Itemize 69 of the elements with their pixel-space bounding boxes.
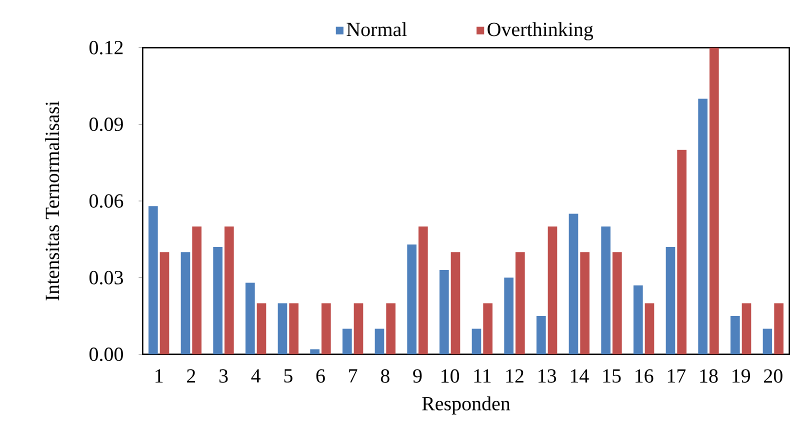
x-tick-label: 7	[349, 369, 358, 382]
bar	[698, 98, 708, 354]
bar	[224, 226, 234, 354]
legend-label: Overthinking	[488, 22, 594, 40]
bar	[180, 252, 190, 354]
bar	[440, 270, 449, 354]
x-tick-label: 4	[251, 369, 261, 382]
x-tick-label: 19	[732, 369, 750, 383]
bar	[548, 226, 558, 354]
bar	[256, 303, 266, 354]
bar	[677, 150, 687, 354]
bar	[710, 48, 719, 354]
x-tick-label: 9	[413, 369, 422, 383]
x-tick-label: 10	[442, 369, 460, 383]
x-tick-label: 20	[764, 369, 782, 383]
bar	[634, 285, 643, 354]
y-axis-title: Intensitas Ternormalisasi	[45, 101, 60, 300]
bar	[342, 328, 352, 354]
bar	[580, 252, 590, 354]
bar	[374, 328, 384, 354]
bar	[246, 282, 255, 354]
y-tick-label: 0.00	[89, 348, 123, 362]
x-tick-label: 2	[187, 369, 196, 383]
x-tick-label: 14	[570, 369, 589, 382]
bar	[601, 226, 610, 354]
bar	[742, 303, 752, 354]
x-tick-label: 13	[538, 369, 556, 383]
bar	[483, 303, 492, 354]
bar	[322, 303, 331, 354]
bar	[289, 303, 298, 354]
bar	[278, 303, 288, 354]
bar	[516, 252, 525, 354]
bar	[310, 349, 320, 354]
bar	[644, 303, 654, 354]
x-tick-label: 15	[603, 369, 621, 383]
bar	[354, 303, 364, 354]
bar	[407, 244, 416, 354]
bar	[148, 206, 158, 354]
bar	[536, 316, 546, 354]
bar	[762, 328, 772, 354]
bar	[568, 214, 578, 354]
x-tick-label: 17	[668, 369, 686, 382]
y-tick-label: 0.06	[89, 194, 124, 208]
bar	[450, 252, 460, 354]
bar	[386, 303, 396, 354]
legend-label: Normal	[346, 22, 407, 36]
x-tick-label: 1	[156, 369, 163, 382]
bar	[213, 247, 222, 354]
x-tick-label: 5	[284, 369, 292, 383]
bar	[666, 247, 676, 354]
bar	[418, 226, 428, 354]
x-tick-label: 8	[380, 369, 390, 383]
x-tick-label: 6	[316, 369, 325, 383]
bar	[730, 316, 740, 354]
x-tick-label: 18	[700, 369, 718, 383]
bar	[774, 303, 784, 354]
bar	[160, 252, 170, 354]
x-tick-label: 3	[219, 369, 228, 383]
x-axis-title: Responden	[422, 396, 510, 415]
bar	[472, 328, 482, 354]
bar	[612, 252, 622, 354]
bar	[504, 278, 514, 354]
x-tick-label: 12	[506, 369, 524, 383]
x-tick-label: 16	[636, 369, 654, 383]
y-tick-label: 0.12	[89, 40, 123, 54]
x-tick-label: 11	[474, 369, 491, 382]
y-tick-label: 0.09	[89, 118, 123, 132]
y-tick-label: 0.03	[89, 270, 123, 284]
bar	[192, 226, 202, 354]
